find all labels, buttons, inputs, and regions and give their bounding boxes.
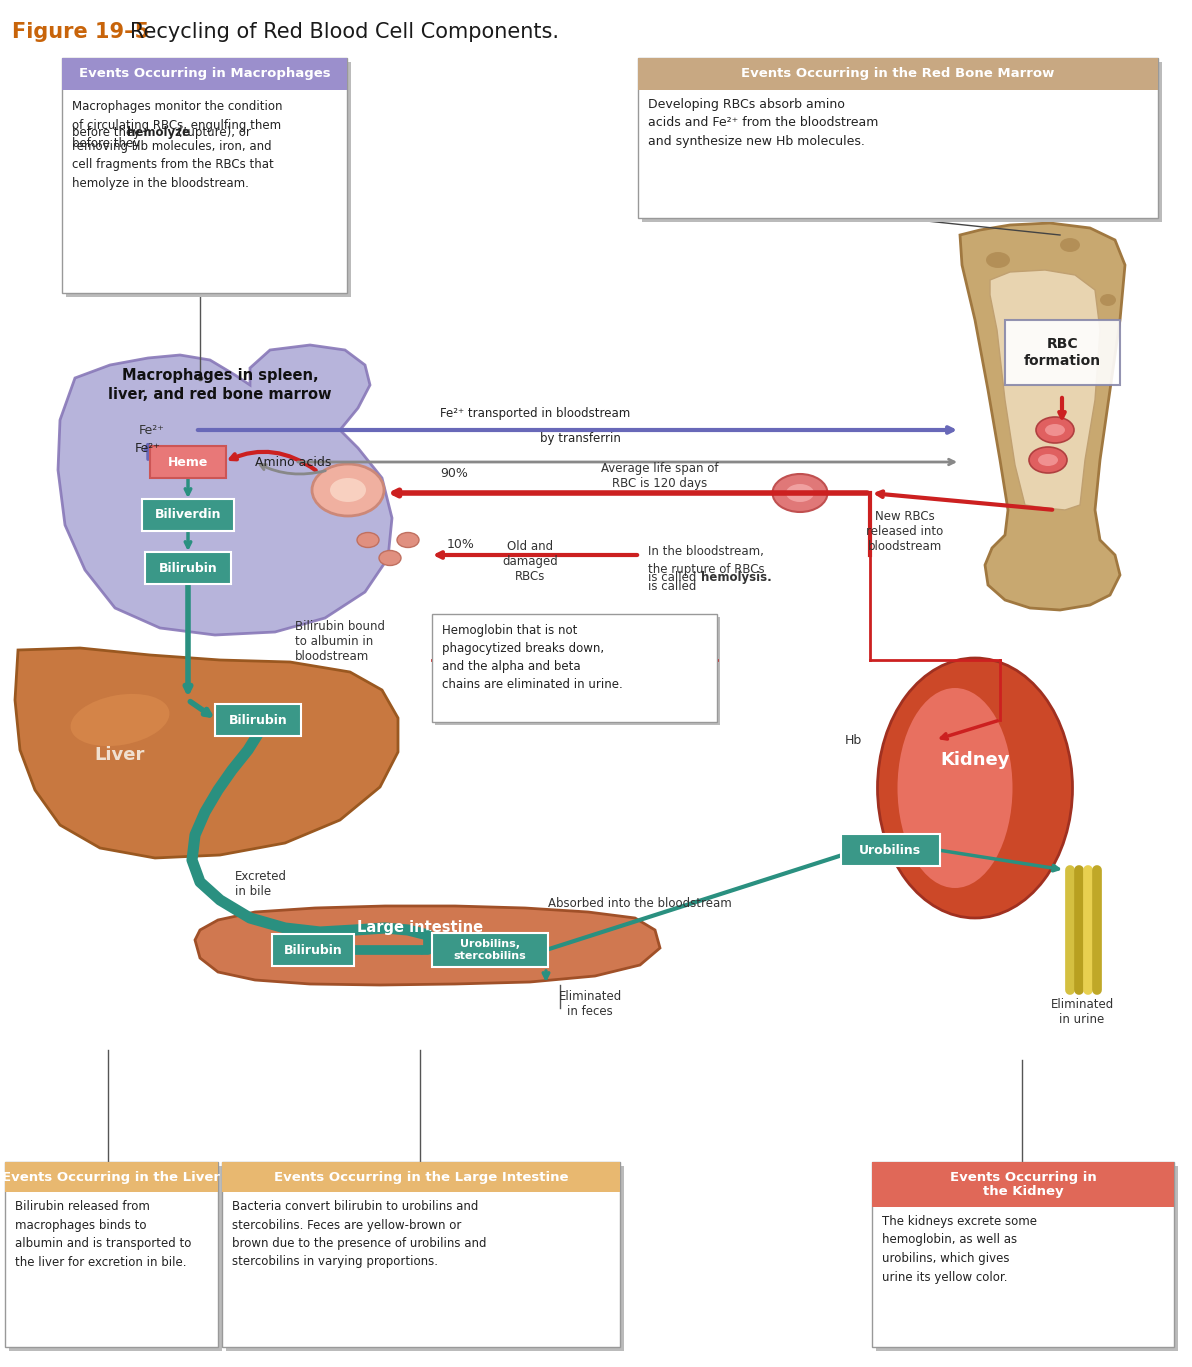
Text: RBC
formation: RBC formation	[1024, 336, 1101, 368]
Text: Bacteria convert bilirubin to urobilins and
stercobilins. Feces are yellow-brown: Bacteria convert bilirubin to urobilins …	[232, 1200, 486, 1269]
FancyBboxPatch shape	[145, 552, 231, 584]
Text: is called: is called	[648, 571, 700, 585]
Text: The kidneys excrete some
hemoglobin, as well as
urobilins, which gives
urine its: The kidneys excrete some hemoglobin, as …	[882, 1215, 1037, 1284]
FancyBboxPatch shape	[840, 834, 939, 867]
Polygon shape	[195, 906, 660, 986]
Text: In the bloodstream,
the rupture of RBCs
is called: In the bloodstream, the rupture of RBCs …	[648, 545, 764, 593]
Ellipse shape	[70, 694, 169, 746]
FancyBboxPatch shape	[873, 1162, 1174, 1207]
Ellipse shape	[877, 658, 1073, 919]
Text: Amino acids: Amino acids	[255, 455, 331, 469]
Ellipse shape	[786, 484, 814, 502]
Ellipse shape	[379, 551, 401, 566]
Text: Events Occurring in
the Kidney: Events Occurring in the Kidney	[950, 1170, 1097, 1199]
FancyBboxPatch shape	[876, 1166, 1178, 1351]
Text: Events Occurring in the Red Bone Marrow: Events Occurring in the Red Bone Marrow	[741, 67, 1055, 81]
FancyBboxPatch shape	[5, 1162, 218, 1346]
FancyBboxPatch shape	[642, 62, 1162, 221]
Text: Liver: Liver	[95, 746, 145, 764]
Ellipse shape	[772, 474, 827, 513]
Text: Eliminated
in feces: Eliminated in feces	[558, 990, 621, 1018]
Polygon shape	[960, 223, 1125, 610]
Text: Large intestine: Large intestine	[356, 920, 483, 935]
FancyBboxPatch shape	[638, 57, 1157, 217]
Ellipse shape	[1029, 447, 1067, 473]
Text: by transferrin: by transferrin	[540, 432, 621, 446]
Text: Events Occurring in Macrophages: Events Occurring in Macrophages	[79, 67, 330, 81]
Text: New RBCs
released into
bloodstream: New RBCs released into bloodstream	[867, 510, 944, 554]
Text: 90%: 90%	[440, 468, 468, 480]
FancyBboxPatch shape	[226, 1166, 623, 1351]
Text: Recycling of Red Blood Cell Components.: Recycling of Red Blood Cell Components.	[130, 22, 559, 42]
Text: Bilirubin released from
macrophages binds to
albumin and is transported to
the l: Bilirubin released from macrophages bind…	[15, 1200, 192, 1269]
FancyBboxPatch shape	[62, 57, 347, 293]
FancyBboxPatch shape	[1005, 320, 1120, 385]
Text: Old and
damaged
RBCs: Old and damaged RBCs	[502, 540, 558, 582]
FancyBboxPatch shape	[10, 1166, 222, 1351]
Text: Urobilins,
stercobilins: Urobilins, stercobilins	[454, 939, 527, 961]
Text: Kidney: Kidney	[940, 750, 1010, 770]
Polygon shape	[991, 271, 1100, 510]
Text: Developing RBCs absorb amino
acids and Fe²⁺ from the bloodstream
and synthesize : Developing RBCs absorb amino acids and F…	[648, 98, 879, 148]
FancyBboxPatch shape	[142, 499, 234, 530]
Text: Bilirubin: Bilirubin	[159, 562, 217, 574]
Text: Events Occurring in the Large Intestine: Events Occurring in the Large Intestine	[274, 1170, 569, 1184]
Text: Macrophages in spleen,
liver, and red bone marrow: Macrophages in spleen, liver, and red bo…	[108, 368, 331, 402]
Text: (rupture), or: (rupture), or	[174, 126, 250, 139]
FancyBboxPatch shape	[150, 446, 226, 478]
Text: Heme: Heme	[168, 455, 209, 469]
Polygon shape	[15, 648, 398, 858]
Ellipse shape	[1060, 238, 1080, 252]
Text: before they: before they	[72, 126, 144, 139]
Text: Macrophages monitor the condition
of circulating RBCs, engulfing them
before the: Macrophages monitor the condition of cir…	[72, 100, 283, 150]
Text: hemolysis.: hemolysis.	[701, 571, 771, 585]
Text: Average life span of
RBC is 120 days: Average life span of RBC is 120 days	[601, 462, 719, 489]
Polygon shape	[58, 344, 392, 636]
Text: Hemoglobin that is not
phagocytized breaks down,
and the alpha and beta
chains a: Hemoglobin that is not phagocytized brea…	[442, 623, 622, 690]
Text: Biliverdin: Biliverdin	[155, 509, 222, 521]
Ellipse shape	[356, 533, 379, 548]
Text: Excreted
in bile: Excreted in bile	[235, 869, 287, 898]
Ellipse shape	[397, 533, 420, 548]
FancyBboxPatch shape	[222, 1162, 620, 1192]
Text: hemolyze: hemolyze	[128, 126, 190, 139]
Text: Absorbed into the bloodstream: Absorbed into the bloodstream	[548, 897, 732, 910]
Ellipse shape	[1038, 454, 1058, 466]
FancyBboxPatch shape	[215, 704, 302, 735]
Text: Figure 19–5: Figure 19–5	[12, 22, 149, 42]
Text: Bilirubin bound
to albumin in
bloodstream: Bilirubin bound to albumin in bloodstrea…	[294, 621, 385, 663]
FancyBboxPatch shape	[432, 614, 718, 722]
Ellipse shape	[330, 478, 366, 502]
FancyBboxPatch shape	[873, 1162, 1174, 1346]
FancyBboxPatch shape	[432, 934, 548, 966]
Ellipse shape	[986, 252, 1010, 268]
Text: 10%: 10%	[447, 539, 474, 551]
Text: Urobilins: Urobilins	[859, 843, 921, 857]
Text: Bilirubin: Bilirubin	[229, 714, 287, 726]
FancyBboxPatch shape	[62, 57, 347, 90]
FancyBboxPatch shape	[66, 62, 350, 297]
FancyBboxPatch shape	[638, 57, 1157, 90]
Ellipse shape	[312, 463, 384, 515]
Text: Fe²⁺: Fe²⁺	[135, 442, 161, 454]
Text: removing Hb molecules, iron, and
cell fragments from the RBCs that
hemolyze in t: removing Hb molecules, iron, and cell fr…	[72, 139, 274, 190]
Text: Fe²⁺ transported in bloodstream: Fe²⁺ transported in bloodstream	[440, 407, 631, 420]
FancyBboxPatch shape	[435, 617, 720, 725]
Ellipse shape	[1045, 424, 1064, 436]
Text: Fe²⁺: Fe²⁺	[139, 424, 164, 436]
Ellipse shape	[1100, 294, 1116, 306]
Text: Hb: Hb	[845, 734, 862, 746]
Text: Eliminated
in urine: Eliminated in urine	[1050, 998, 1113, 1027]
Ellipse shape	[1036, 417, 1074, 443]
Text: Events Occurring in the Liver: Events Occurring in the Liver	[2, 1170, 221, 1184]
FancyBboxPatch shape	[222, 1162, 620, 1346]
FancyBboxPatch shape	[272, 934, 354, 966]
Ellipse shape	[898, 688, 1012, 889]
Text: Bilirubin: Bilirubin	[284, 943, 342, 957]
FancyBboxPatch shape	[5, 1162, 218, 1192]
